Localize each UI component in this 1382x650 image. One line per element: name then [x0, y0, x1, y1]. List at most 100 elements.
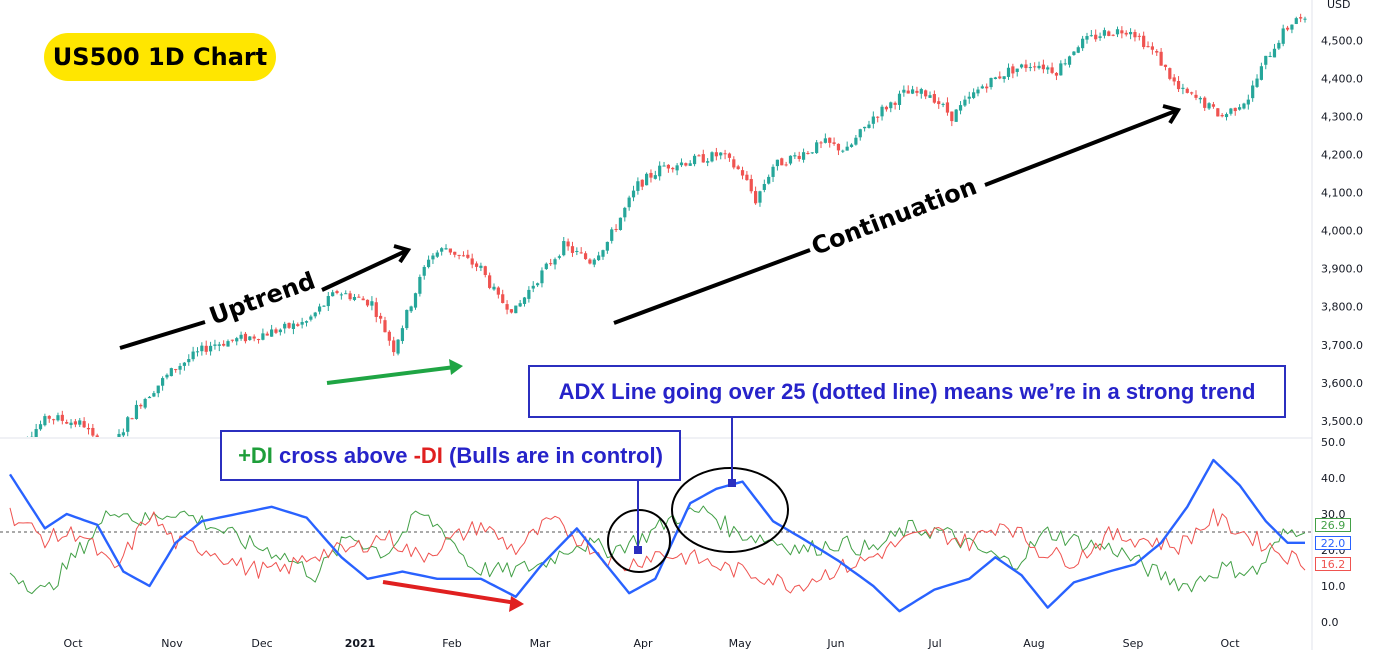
candle-body [38, 424, 43, 430]
currency-label: USD [1327, 0, 1351, 11]
candle-body [226, 341, 230, 347]
candle-body [43, 416, 47, 426]
candle-body [304, 321, 309, 323]
price-axis-tick: 4,400.0 [1321, 72, 1363, 85]
candle-body [701, 154, 705, 163]
candle-body [26, 439, 29, 443]
candle-body [919, 89, 923, 94]
candle-body [1059, 63, 1063, 76]
time-axis-tick: Feb [442, 637, 461, 650]
candle-body [972, 92, 976, 98]
candle-body [998, 76, 1002, 79]
candle-body [780, 158, 784, 166]
candle-body [1207, 103, 1211, 109]
candle-body [413, 293, 418, 308]
candle-body [989, 77, 993, 88]
higher-low-arrow [326, 365, 456, 385]
candle-body [610, 229, 614, 241]
candle-body [1072, 51, 1076, 55]
candle-body [139, 404, 143, 407]
candle-body [810, 152, 814, 154]
candle-body [980, 86, 984, 89]
candle-body [17, 445, 20, 448]
candle-body [204, 345, 208, 352]
continuation-label: Continuation [808, 172, 981, 261]
candle-body [195, 351, 200, 353]
candle-body [178, 365, 182, 370]
candle-body [727, 153, 732, 158]
adx-peak-circle [671, 467, 789, 553]
di-decline-arrowhead [509, 596, 524, 612]
candle-body [562, 241, 566, 256]
candle-body [928, 95, 932, 98]
time-axis-tick: 2021 [345, 637, 376, 650]
candle-body [623, 207, 627, 218]
candle-body [1011, 66, 1015, 74]
candle-body [653, 175, 657, 179]
candle-body [191, 351, 195, 360]
candle-body [1037, 65, 1041, 69]
candle-body [147, 396, 152, 399]
candle-body [540, 270, 544, 284]
candle-body [736, 166, 740, 170]
candle-body [1019, 64, 1024, 68]
candle-body [109, 453, 112, 456]
candle-body [732, 159, 736, 168]
di-note-marker [634, 546, 642, 554]
candle-body [832, 142, 836, 144]
candle-body [867, 124, 871, 128]
candle-body [339, 294, 343, 296]
candle-body [34, 429, 38, 437]
time-axis-tick: Dec [251, 637, 272, 650]
candle-body [614, 228, 618, 230]
candle-body [836, 143, 841, 151]
candle-body [819, 142, 823, 144]
candle-body [871, 116, 875, 124]
candle-body [902, 89, 906, 93]
candle-body [1015, 68, 1019, 72]
candle-body [775, 159, 780, 167]
candle-body [518, 303, 522, 307]
price-axis-tick: 3,800.0 [1321, 301, 1363, 314]
di-cross-note: +DI cross above -DI (Bulls are in contro… [220, 430, 681, 481]
minus-di-value-tag: 16.2 [1315, 557, 1351, 571]
candle-body [278, 329, 282, 333]
candle-body [270, 329, 274, 337]
candle-body [640, 179, 644, 187]
candle-body [130, 418, 134, 420]
candle-body [365, 299, 370, 306]
candle-body [1255, 78, 1259, 87]
candle-body [945, 102, 950, 113]
candle-body [893, 102, 897, 105]
candle-body [710, 152, 714, 162]
candle-body [182, 362, 187, 366]
candle-body [688, 163, 692, 166]
candle-body [200, 345, 204, 352]
candle-body [235, 338, 239, 342]
candle-body [370, 301, 374, 306]
candle-body [801, 152, 806, 160]
candle-body [828, 137, 832, 143]
candle-body [326, 296, 330, 307]
candle-body [331, 292, 335, 297]
candle-body [1211, 104, 1216, 107]
time-axis-tick: May [729, 637, 752, 650]
candle-body [570, 246, 575, 253]
candle-body [1242, 103, 1246, 109]
candle-body [1290, 24, 1294, 30]
candle-body [1268, 55, 1272, 57]
candle-body [322, 305, 326, 307]
candle-body [575, 250, 579, 252]
candle-body [601, 250, 605, 257]
candle-body [1176, 80, 1181, 90]
uptrend-arrowhead [393, 244, 412, 264]
candle-body [1181, 87, 1185, 89]
candle-body [78, 420, 82, 425]
candle-body [527, 289, 531, 299]
candle-body [723, 153, 727, 155]
candle-body [666, 164, 671, 169]
candle-body [597, 255, 601, 261]
candle-body [1085, 36, 1089, 40]
candle-body [387, 331, 391, 341]
